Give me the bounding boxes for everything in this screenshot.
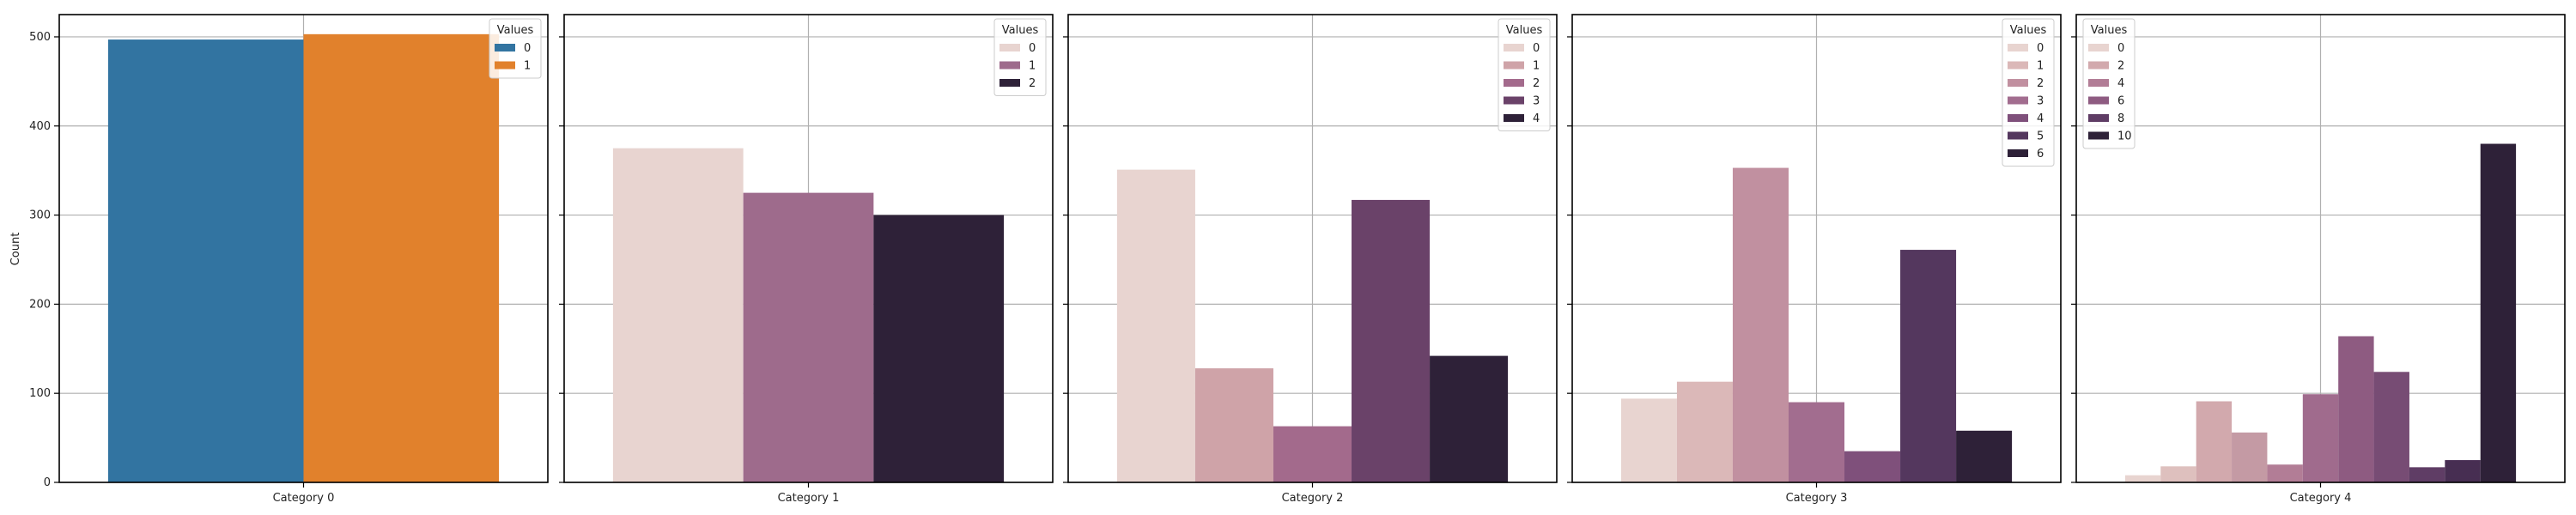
x-tick-label: Category 3 [1786,492,1848,505]
legend-box [2002,18,2055,167]
x-tick-label: Category 2 [1282,492,1344,505]
bar-2-1 [1194,368,1273,482]
legend-swatch [2008,114,2028,122]
legend-label: 6 [2037,148,2044,161]
legend-swatch [2008,96,2028,105]
bar-3-0 [1620,398,1677,482]
legend-swatch [2008,61,2028,70]
legend-swatch [2088,79,2109,87]
legend-label: 2 [2037,77,2044,90]
legend-label: 4 [1533,112,1540,125]
legend-label: 4 [2037,112,2044,125]
legend-label: 0 [524,42,531,55]
legend-label: 0 [1533,42,1540,55]
bar-4-9 [2445,460,2481,482]
legend-label: 10 [2117,130,2132,143]
bar-1-1 [743,192,874,482]
y-tick-label: 500 [29,31,51,44]
legend-swatch [2008,44,2028,52]
y-tick-label: 200 [29,298,51,311]
legend-label: 8 [2117,112,2124,125]
bar-3-6 [1956,430,2013,482]
legend-swatch [1504,79,1524,87]
bar-3-5 [1900,250,1957,482]
bar-3-1 [1676,381,1733,482]
bar-3-2 [1732,167,1789,483]
legend-label: 0 [2117,42,2124,55]
bar-4-2 [2196,401,2233,482]
legend-swatch [2088,131,2109,140]
bar-4-0 [2124,475,2161,482]
legend-label: 2 [1029,77,1036,90]
legend-swatch [1504,114,1524,122]
bar-3-3 [1788,402,1845,482]
legend-label: 4 [2117,77,2124,90]
legend-swatch [2088,44,2109,52]
legend-swatch [2008,149,2028,157]
legend-title: Values [497,24,534,37]
legend-label: 1 [524,60,531,73]
legend-label: 1 [2037,60,2044,73]
bar-4-6 [2338,336,2374,482]
bar-4-4 [2267,464,2303,482]
bar-4-10 [2480,143,2517,482]
bar-3-4 [1844,451,1901,482]
legend-swatch [2008,79,2028,87]
legend-swatch [1504,61,1524,70]
bar-4-7 [2373,372,2409,482]
bar-1-0 [612,148,744,482]
bar-2-3 [1352,199,1431,482]
legend-label: 3 [2037,95,2044,108]
legend-label: 0 [1029,42,1036,55]
bar-0-0 [107,39,304,483]
legend-swatch [2088,96,2109,105]
y-tick-label: 0 [44,476,51,489]
legend-label: 5 [2037,130,2044,143]
bar-2-0 [1116,169,1195,482]
legend-swatch [2008,131,2028,140]
x-tick-label: Category 1 [778,492,840,505]
legend-swatch [1504,96,1524,105]
bar-4-8 [2409,467,2445,482]
legend-swatch [999,61,1020,70]
legend-label: 3 [1533,95,1540,108]
legend-swatch [2088,114,2109,122]
legend-swatch [999,79,1020,87]
legend-swatch [495,44,515,52]
bar-1-2 [873,215,1005,483]
bar-4-3 [2232,432,2268,482]
bar-2-4 [1430,355,1509,482]
legend-label: 1 [1533,60,1540,73]
bar-2-2 [1273,426,1352,482]
bar-0-1 [303,33,500,483]
legend-swatch [1504,44,1524,52]
y-tick-label: 400 [29,120,51,133]
legend-label: 6 [2117,95,2124,108]
y-tick-label: 300 [29,209,51,222]
bar-4-1 [2160,466,2196,482]
legend-label: 1 [1029,60,1036,73]
legend-box [993,18,1047,96]
legend-label: 2 [2117,60,2124,73]
bar-4-5 [2302,394,2339,482]
legend-title: Values [1002,24,1039,37]
legend-label: 0 [2037,42,2044,55]
x-tick-label: Category 0 [273,492,335,505]
legend-title: Values [1506,24,1543,37]
y-axis-label: Count [9,233,22,266]
y-tick-label: 100 [29,387,51,400]
legend-swatch [999,44,1020,52]
legend-swatch [495,61,515,70]
legend-title: Values [2091,24,2128,37]
x-tick-label: Category 4 [2290,492,2352,505]
legend-title: Values [2010,24,2047,37]
legend-swatch [2088,61,2109,70]
legend-label: 2 [1533,77,1540,90]
